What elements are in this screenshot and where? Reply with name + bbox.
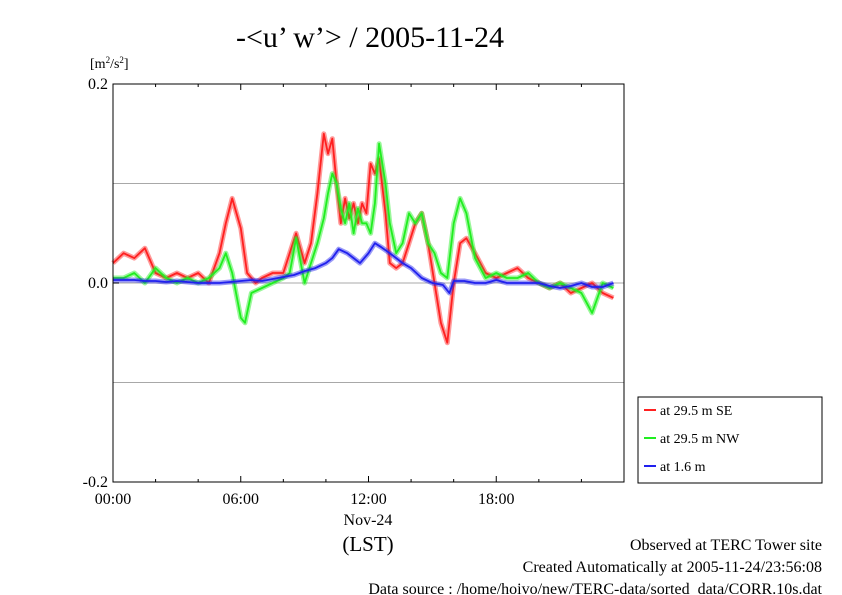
x-tick-label-2: 12:00 bbox=[350, 491, 386, 508]
series-band-0 bbox=[111, 131, 615, 346]
series-line-2 bbox=[113, 242, 614, 294]
y-axis-unit-label: [m2/s2] bbox=[90, 55, 129, 72]
series-band-1 bbox=[113, 141, 615, 326]
x-tick-label-3: 18:00 bbox=[478, 491, 514, 508]
y-tick-label-2: 0.2 bbox=[88, 76, 108, 93]
axis-ticks: 00:00 06:00 12:00 18:00 -0.2 0.0 0.2 bbox=[83, 76, 582, 508]
footer-datasource: Data source : /home/hoivo/new/TERC-data/… bbox=[368, 581, 822, 595]
legend-label-1: at 29.5 m NW bbox=[660, 432, 740, 447]
chart-title: -<u’ w’> / 2005-11-24 bbox=[236, 21, 504, 54]
x-tick-label-0: 00:00 bbox=[95, 491, 131, 508]
legend-label-0: at 29.5 m SE bbox=[660, 404, 732, 419]
y-tick-label-1: 0.0 bbox=[88, 275, 108, 292]
legend-box bbox=[637, 396, 823, 484]
y-tick-label-0: -0.2 bbox=[83, 474, 108, 491]
x-axis-label: (LST) bbox=[342, 532, 393, 556]
series-lines bbox=[111, 131, 615, 346]
footer-observed: Observed at TERC Tower site bbox=[630, 537, 822, 554]
x-axis-date-label: Nov-24 bbox=[344, 512, 393, 529]
series-line-1 bbox=[113, 142, 614, 324]
footer-created: Created Automatically at 2005-11-24/23:5… bbox=[523, 559, 822, 576]
x-tick-label-1: 06:00 bbox=[223, 491, 259, 508]
legend: at 29.5 m SE at 29.5 m NW at 1.6 m bbox=[637, 396, 823, 484]
legend-label-2: at 1.6 m bbox=[660, 460, 706, 475]
series-line-0 bbox=[112, 132, 614, 344]
